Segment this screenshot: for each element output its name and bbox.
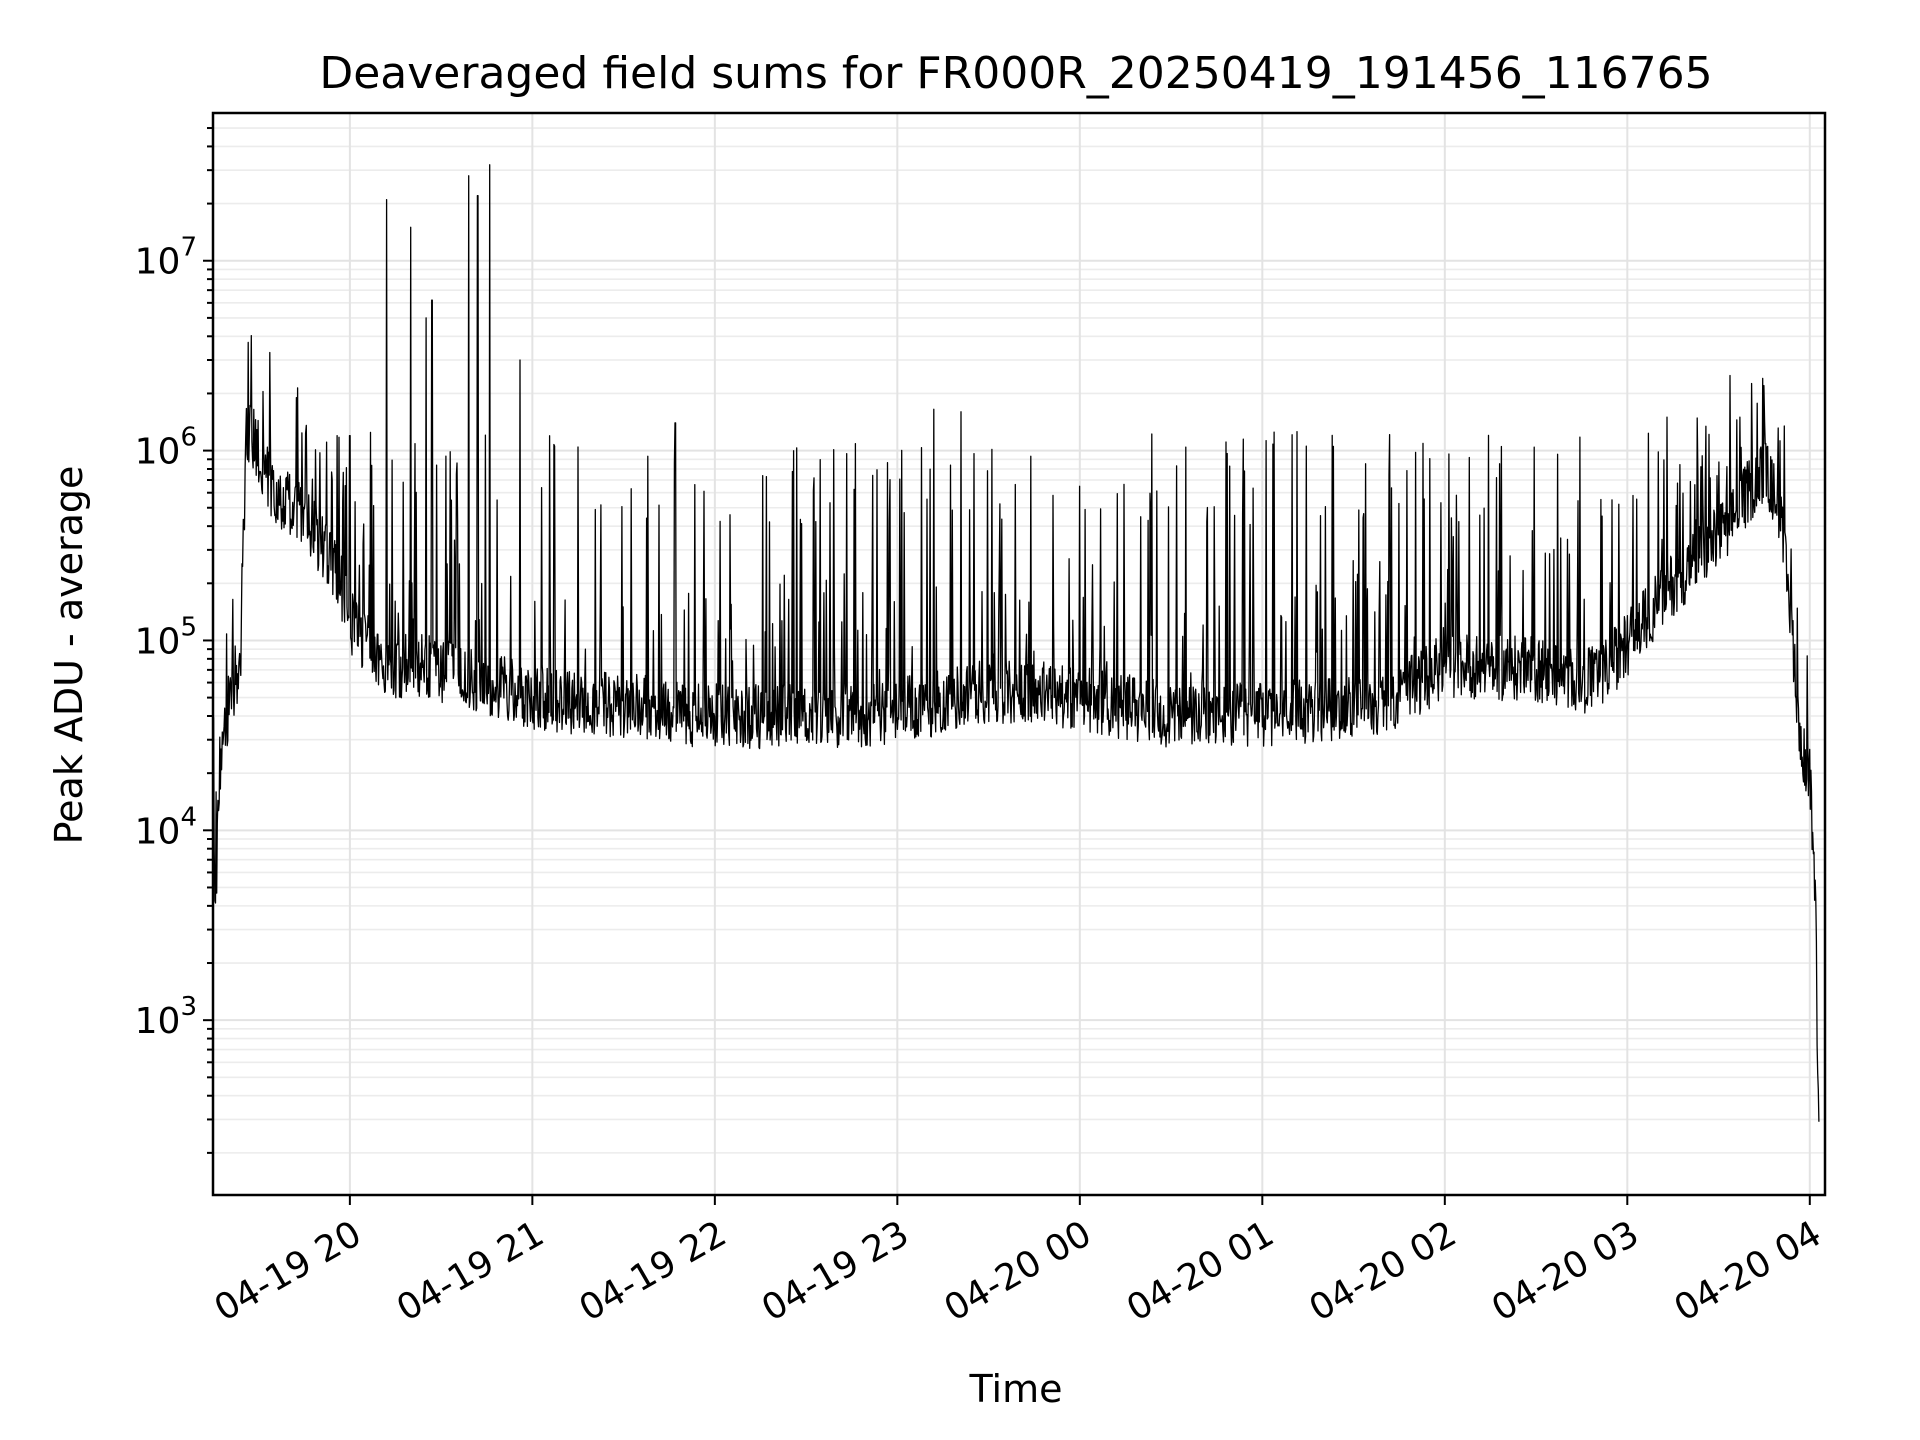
y-tick-label: 107	[135, 233, 197, 283]
y-tick-label: 105	[135, 612, 197, 662]
plot-frame	[211, 111, 1827, 1197]
y-axis-label: Peak ADU - average	[47, 466, 91, 845]
x-axis-label: Time	[969, 1367, 1063, 1411]
y-tick-label: 106	[135, 423, 197, 473]
y-tick-label: 104	[135, 802, 197, 852]
series-line	[212, 164, 1820, 1122]
chart-title: Deaveraged field sums for FR000R_2025041…	[319, 48, 1712, 99]
series-group	[212, 164, 1820, 1122]
y-axis: 103 104 105 106 107	[135, 127, 213, 1154]
y-tick-label: 103	[135, 992, 197, 1042]
